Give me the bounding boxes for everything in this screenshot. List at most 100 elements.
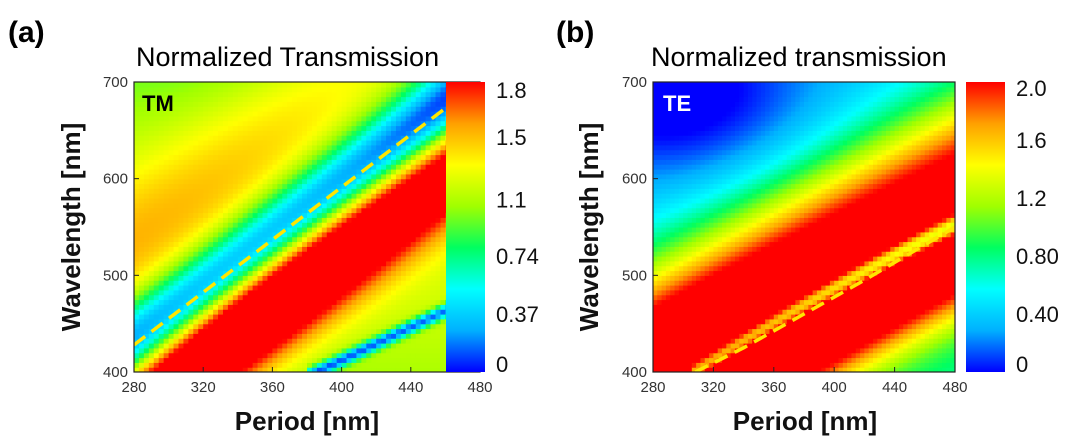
panel-a-heatmap-cell — [227, 246, 234, 252]
panel-a-heatmap-cell — [405, 314, 412, 320]
panel-a-heatmap-cell — [346, 91, 353, 98]
panel-b-heatmap-cell — [674, 357, 680, 363]
panel-a-heatmap-cell — [336, 323, 343, 330]
panel-a-heatmap-cell — [316, 222, 323, 228]
panel-a-heatmap-cell — [302, 362, 308, 368]
panel-a-heatmap-cell — [168, 328, 175, 334]
panel-a-heatmap-cell — [341, 289, 348, 296]
panel-a-heatmap-cell — [208, 275, 214, 281]
panel-a-heatmap-cell — [282, 125, 288, 131]
panel-a-heatmap-cell — [198, 130, 204, 136]
panel-a-heatmap-cell — [297, 125, 303, 131]
panel-a-heatmap-cell — [208, 347, 214, 354]
panel-a-heatmap-cell — [232, 338, 239, 344]
panel-a-heatmap-cell — [262, 270, 269, 276]
panel-a-heatmap-cell — [262, 251, 269, 257]
panel-a-heatmap-cell — [361, 183, 367, 189]
panel-a-heatmap-cell — [272, 246, 278, 252]
panel-b-heatmap-cell — [691, 304, 697, 310]
panel-a-heatmap-cell — [203, 260, 209, 267]
panel-a-heatmap-cell — [435, 96, 442, 102]
panel-a-heatmap-cell — [386, 130, 392, 136]
panel-b-heatmap-cell — [665, 222, 671, 228]
panel-a-heatmap-cell — [321, 294, 328, 301]
panel-a-heatmap-cell — [336, 357, 343, 363]
panel-a-heatmap-cell — [351, 91, 358, 98]
panel-b-heatmap-cell — [691, 159, 697, 165]
panel-b-heatmap-cell — [687, 217, 693, 223]
panel-a-heatmap-cell — [163, 333, 170, 339]
panel-a-heatmap-cell — [218, 309, 224, 315]
panel-a-heatmap-cell — [381, 111, 387, 117]
panel-a-heatmap-cell — [237, 173, 244, 180]
panel-a-heatmap-cell — [218, 82, 224, 88]
panel-a-heatmap-cell — [203, 294, 209, 301]
panel-a-heatmap-cell — [430, 154, 437, 160]
panel-b-heatmap-cell — [691, 86, 697, 93]
panel-a-heatmap-cell — [193, 159, 199, 165]
panel-b-heatmap-cell — [674, 135, 680, 141]
panel-a-heatmap-cell — [232, 222, 239, 228]
panel-a-heatmap-cell — [346, 106, 353, 112]
panel-a-heatmap-cell — [410, 111, 417, 117]
panel-a-heatmap-cell — [302, 111, 308, 117]
panel-a-heatmap-cell — [203, 338, 209, 344]
panel-a-heatmap-cell — [138, 328, 145, 334]
panel-a-heatmap-cell — [178, 222, 185, 228]
panel-a-heatmap-cell — [222, 140, 229, 146]
panel-a-heatmap-cell — [134, 275, 140, 281]
panel-a-heatmap-cell — [153, 120, 160, 127]
panel-a-heatmap-cell — [262, 367, 269, 372]
panel-a-heatmap-cell — [346, 193, 353, 199]
panel-a-heatmap-cell — [425, 241, 432, 247]
panel-a-heatmap-cell — [198, 333, 204, 339]
panel-a-heatmap-cell — [158, 270, 165, 276]
panel-a-heatmap-cell — [193, 125, 199, 131]
panel-a-heatmap-cell — [391, 275, 397, 281]
panel-b-heatmap-cell — [661, 193, 667, 199]
panel-a-heatmap-cell — [188, 304, 194, 310]
panel-a-heatmap-cell — [395, 111, 402, 117]
panel-a-heatmap-cell — [163, 135, 170, 141]
panel-b-heatmap-cell — [674, 265, 680, 272]
panel-b-heatmap-cell — [678, 159, 684, 165]
panel-a-heatmap-cell — [178, 91, 185, 98]
panel-a-heatmap-cell — [183, 241, 189, 247]
panel-a-heatmap-cell — [326, 343, 333, 349]
panel-a-heatmap-cell — [395, 275, 402, 281]
panel-a-heatmap-cell — [262, 318, 269, 325]
panel-a-heatmap-cell — [257, 323, 264, 330]
panel-a-heatmap-cell — [366, 188, 372, 194]
panel-a-heatmap-cell — [173, 357, 180, 363]
panel-a-heatmap-cell — [143, 265, 150, 272]
panel-a-heatmap-cell — [351, 120, 358, 127]
panel-a-heatmap-cell — [400, 130, 407, 136]
panel-a-heatmap-cell — [331, 222, 338, 228]
panel-a-heatmap-cell — [267, 285, 273, 291]
panel-a-heatmap-cell — [302, 173, 308, 180]
panel-a-heatmap-cell — [148, 173, 155, 180]
panel-a-heatmap-cell — [262, 314, 269, 320]
panel-a-heatmap-cell — [173, 328, 180, 334]
panel-a-heatmap-cell — [158, 362, 165, 368]
panel-a-heatmap-cell — [227, 304, 234, 310]
panel-a-heatmap-cell — [267, 318, 273, 325]
panel-b-heatmap-cell — [657, 285, 663, 291]
panel-b-heatmap-cell — [696, 256, 702, 262]
panel-a-heatmap-cell — [213, 169, 219, 175]
panel-a-heatmap-cell — [381, 164, 387, 170]
panel-a-heatmap-cell — [188, 338, 194, 344]
panel-a-heatmap-cell — [247, 367, 254, 372]
panel-a-heatmap-cell — [292, 120, 298, 127]
panel-a-heatmap-cell — [282, 130, 288, 136]
panel-a-heatmap-cell — [410, 241, 417, 247]
panel-b-heatmap-cell — [683, 289, 689, 296]
panel-a-heatmap-cell — [257, 275, 264, 281]
panel-a-heatmap-cell — [277, 101, 283, 107]
panel-b-heatmap-cell — [661, 328, 667, 334]
panel-a-heatmap-cell — [218, 130, 224, 136]
panel-a-heatmap-cell — [346, 82, 353, 88]
panel-a-heatmap-cell — [138, 241, 145, 247]
panel-a-heatmap-cell — [297, 82, 303, 88]
panel-a-heatmap-cell — [237, 178, 244, 185]
